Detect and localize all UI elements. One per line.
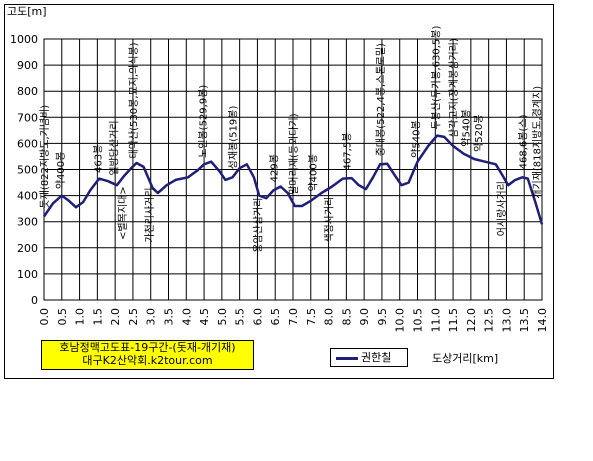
- x-tick-label: 11.5: [447, 308, 460, 333]
- chart-frame: [4, 4, 554, 379]
- x-tick-label: 3.0: [145, 308, 158, 326]
- annotation-label: 색정사거리: [324, 197, 336, 243]
- x-tick-label: 12.5: [483, 308, 496, 333]
- chart-title-box: 호남정맥고도표-19구간-(돗재-개기재) 대구K2산악회.k2tour.com: [41, 340, 254, 370]
- x-tick-label: 5.5: [234, 308, 247, 326]
- y-tick-label: 900: [17, 59, 38, 72]
- x-tick-label: 1.0: [74, 308, 87, 326]
- x-tick-label: 9.0: [358, 308, 371, 326]
- annotation-label: 삼각고지(장계봉삼거리): [448, 38, 460, 138]
- y-tick-label: 600: [17, 137, 38, 150]
- annotation-label: 중대봉(522,4봉,스톤로밀): [375, 43, 387, 156]
- y-axis-label: 고도[m]: [7, 5, 47, 18]
- chart-subtitle: 대구K2산악회.k2tour.com: [82, 354, 213, 367]
- y-tick-label: 800: [17, 85, 38, 98]
- x-axis-label: 도상거리[km]: [432, 352, 498, 365]
- x-tick-label: 13.0: [500, 308, 513, 333]
- annotation-label: 말머리재(등뫼다기): [288, 113, 300, 195]
- chart-title: 호남정맥고도표-19구간-(돗재-개기재): [59, 341, 236, 354]
- x-tick-label: 10.0: [394, 308, 407, 333]
- annotation-label: 463봉: [92, 145, 104, 173]
- x-tick-label: 13.5: [518, 308, 531, 333]
- x-tick-label: 0.5: [56, 308, 69, 326]
- y-tick-label: 300: [17, 216, 38, 229]
- x-tick-label: 14.0: [536, 308, 549, 333]
- x-tick-label: 5.0: [216, 308, 229, 326]
- annotation-label: 일방당산거리: [108, 120, 120, 175]
- annotation-label: 약400봉: [308, 154, 320, 192]
- y-tick-label: 400: [17, 190, 38, 203]
- plot-area: [43, 38, 543, 301]
- series: [42, 134, 544, 225]
- legend: 권한칠: [330, 348, 408, 367]
- x-tick-label: 2.5: [127, 308, 140, 326]
- annotation-label: 약540봉: [411, 120, 423, 158]
- annotation-label: <별목지대>: [117, 186, 129, 240]
- annotation-label: 약540봉: [461, 109, 473, 147]
- annotation-label: 약520봉: [473, 114, 485, 152]
- annotation-label: 태악산(530봉,묘지,의식봉): [128, 42, 140, 158]
- x-tick-label: 1.5: [91, 308, 104, 326]
- annotation-label: 약400봉: [55, 152, 67, 190]
- y-tick-label: 200: [17, 242, 38, 255]
- legend-label: 권한칠: [361, 351, 392, 364]
- x-tick-label: 0.0: [38, 308, 51, 326]
- annotation-label: 두봉산(두가봉,630,5봉): [430, 26, 442, 130]
- series-line-0: [42, 134, 544, 225]
- x-tick-label: 8.5: [340, 308, 353, 326]
- annotation-label: 429봉: [268, 154, 280, 182]
- y-tick-label: 100: [17, 268, 38, 281]
- annotations: 돗재(822지방도,기념비) 약400봉 463봉 일방당산거리 <별목지대> 태악산(5…: [39, 26, 544, 253]
- axes: 0 100 200 300 400 500 600 700 800 900 1000 0.0 0.5 1.…: [10, 33, 549, 333]
- annotation-label: 성재봉(519봉): [228, 106, 240, 170]
- x-tick-label: 12.0: [465, 308, 478, 333]
- x-tick-label: 6.0: [251, 308, 264, 326]
- annotation-label: 468,6봉(스): [517, 114, 529, 169]
- x-tick-label: 4.0: [180, 308, 193, 326]
- x-tick-label: 11.0: [429, 308, 442, 333]
- x-tick-label: 6.5: [269, 308, 282, 326]
- annotation-label: 노인봉(529,9봉): [197, 85, 209, 158]
- annotation-label: 가천리사거리: [144, 187, 156, 242]
- x-tick-label: 7.5: [305, 308, 318, 326]
- annotation-label: 돗재(822지방도,기념비): [39, 105, 51, 209]
- annotation-label: 개기재(818지방도,경계지): [531, 86, 544, 199]
- x-tick-label: 4.5: [198, 308, 211, 326]
- y-tick-label: 500: [17, 164, 38, 177]
- y-tick-label: 1000: [10, 33, 38, 46]
- annotation-label: 467,5봉: [341, 133, 353, 171]
- x-tick-label: 7.0: [287, 308, 300, 326]
- annotation-label: 용암산삼거리: [252, 198, 264, 253]
- x-tick-label: 8.0: [323, 308, 336, 326]
- annotation-label: 어시랑사거리: [496, 181, 508, 236]
- x-tick-label: 3.5: [163, 308, 176, 326]
- x-tick-label: 9.5: [376, 308, 389, 326]
- x-tick-label: 10.5: [412, 308, 425, 333]
- y-tick-label: 0: [31, 294, 38, 307]
- y-tick-label: 700: [17, 111, 38, 124]
- legend-swatch: [336, 357, 358, 360]
- x-tick-label: 2.0: [109, 308, 122, 326]
